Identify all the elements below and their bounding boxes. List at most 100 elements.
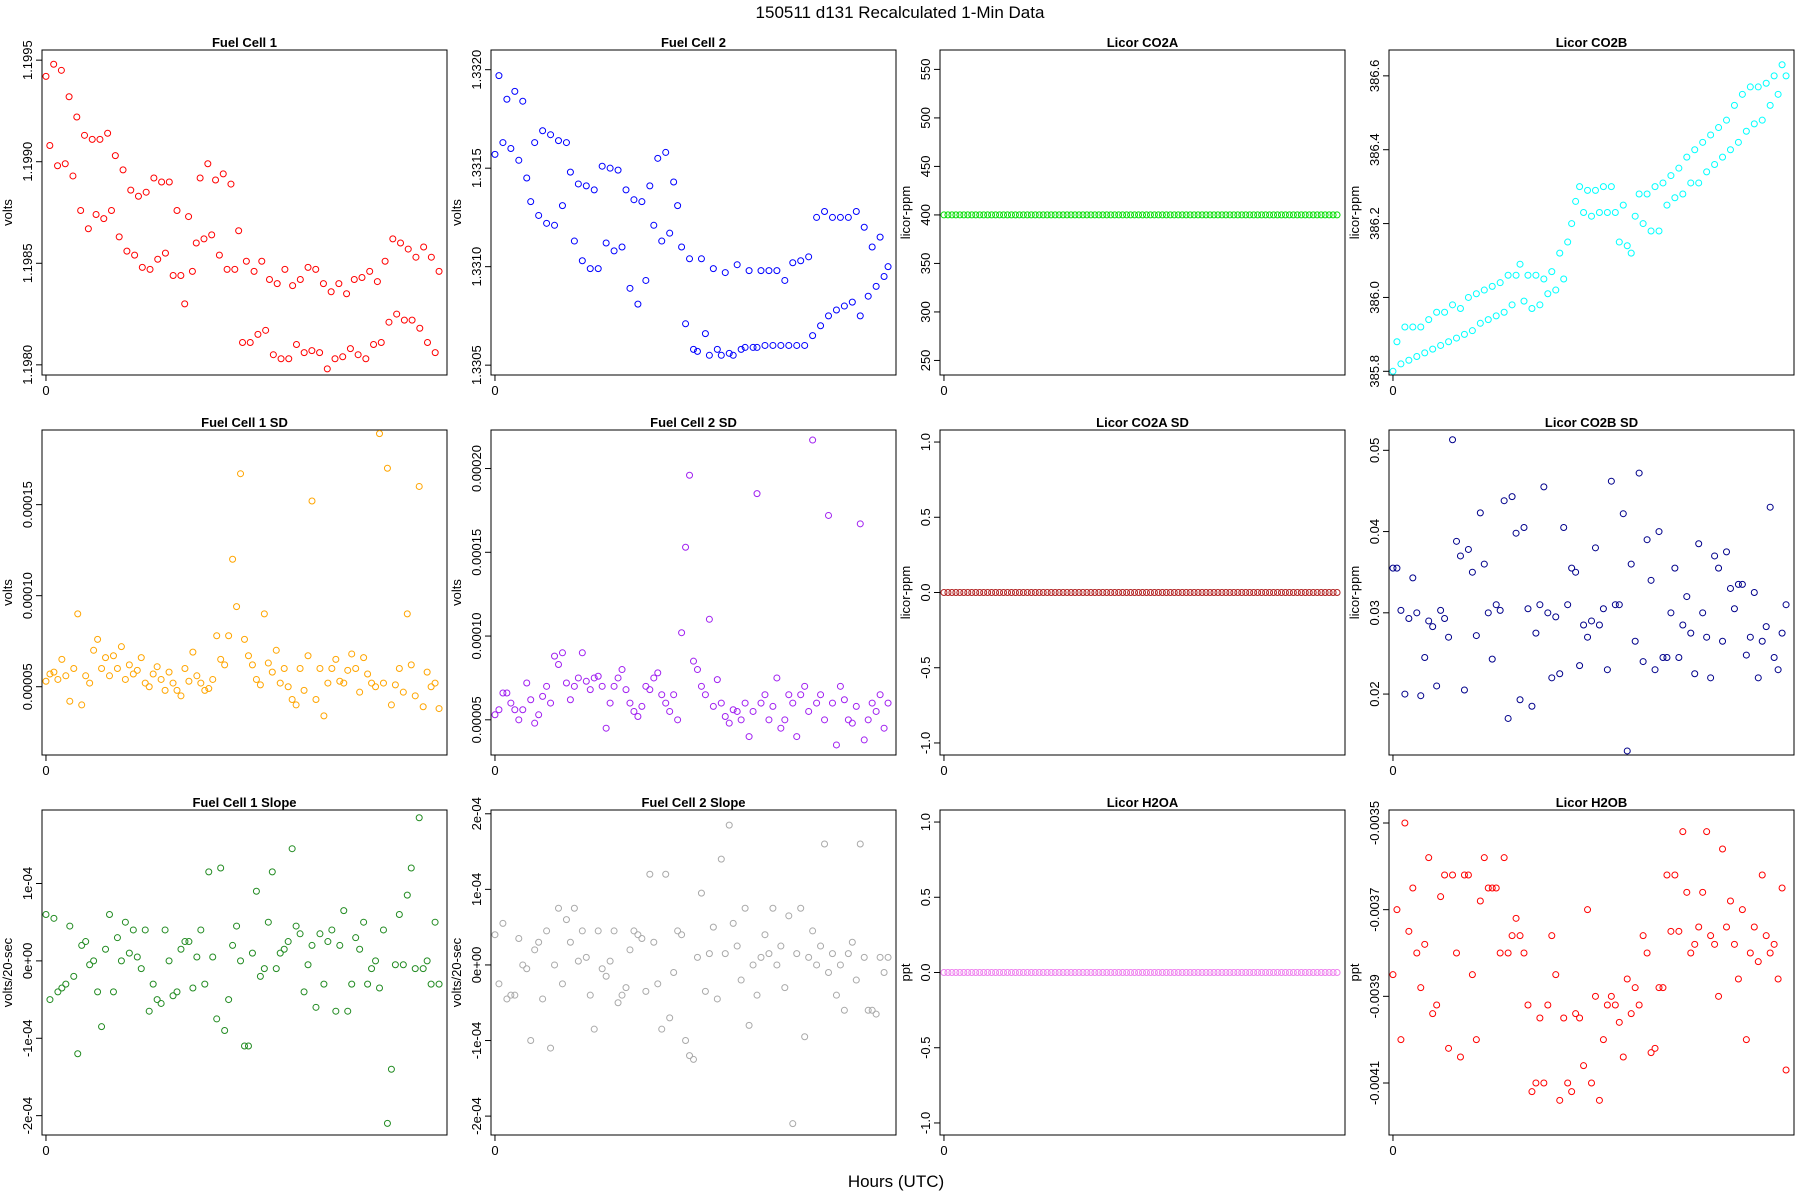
y-tick-label: 0e+00 — [469, 947, 484, 984]
data-point — [856, 312, 864, 320]
data-point — [821, 716, 829, 724]
data-point — [1460, 330, 1468, 338]
data-point — [1131, 969, 1139, 976]
data-point — [145, 683, 153, 691]
data-point — [511, 706, 519, 714]
data-point — [1091, 969, 1099, 976]
data-point — [1234, 589, 1242, 596]
data-point — [618, 991, 626, 999]
data-point — [1107, 969, 1115, 976]
data-point — [173, 988, 181, 996]
data-point — [1095, 589, 1103, 596]
data-point — [1115, 211, 1123, 219]
data-point — [836, 682, 844, 690]
data-point — [495, 980, 503, 988]
y-tick-label: 0.03 — [1367, 600, 1382, 625]
data-point — [185, 213, 193, 221]
data-point — [1031, 969, 1039, 976]
data-point — [1707, 674, 1715, 682]
data-point — [1476, 319, 1484, 327]
data-point — [150, 174, 158, 182]
data-point — [1158, 589, 1166, 596]
data-point — [213, 632, 221, 640]
data-point — [423, 957, 431, 965]
data-point — [1277, 969, 1285, 976]
data-point — [1135, 211, 1143, 219]
y-tick-label: 1.1995 — [20, 40, 35, 80]
data-point — [1007, 211, 1015, 219]
data-point — [312, 695, 320, 703]
data-point — [638, 198, 646, 206]
data-point — [1504, 714, 1512, 722]
data-point — [813, 213, 821, 221]
data-point — [1730, 101, 1738, 109]
data-point — [1572, 197, 1580, 205]
data-point — [1742, 1036, 1750, 1044]
data-point — [1460, 871, 1468, 879]
data-point — [801, 341, 809, 349]
data-point — [1437, 606, 1445, 614]
data-point — [1214, 211, 1222, 219]
y-axis-label: volts — [0, 579, 15, 606]
data-point — [1417, 984, 1425, 992]
data-point — [312, 1003, 320, 1011]
data-point — [828, 699, 836, 707]
data-point — [1190, 211, 1198, 219]
data-point — [1166, 589, 1174, 596]
data-point — [1433, 682, 1441, 690]
data-point — [1619, 1053, 1627, 1061]
data-point — [1413, 949, 1421, 957]
data-point — [840, 1006, 848, 1014]
y-tick-label: -1e-04 — [20, 1019, 35, 1057]
data-point — [701, 330, 709, 338]
data-point — [972, 211, 980, 219]
data-point — [1142, 589, 1150, 596]
data-point — [320, 980, 328, 988]
data-point — [431, 679, 439, 687]
data-point — [393, 310, 401, 318]
data-point — [348, 980, 356, 988]
data-point — [397, 239, 405, 247]
data-point — [1516, 932, 1524, 940]
data-point — [427, 980, 435, 988]
data-point — [235, 227, 243, 235]
data-point — [678, 243, 686, 251]
data-point — [844, 716, 852, 724]
data-point — [1540, 1079, 1548, 1087]
data-point — [662, 148, 670, 156]
data-point — [543, 219, 551, 227]
data-point — [650, 674, 658, 682]
data-point — [1453, 537, 1460, 545]
data-point — [1186, 589, 1194, 596]
data-point — [331, 355, 339, 363]
data-point — [1000, 969, 1008, 976]
data-point — [725, 821, 733, 829]
data-point — [1580, 621, 1588, 629]
data-point — [1011, 969, 1019, 976]
data-point — [1500, 497, 1508, 505]
data-point — [84, 225, 92, 233]
data-point — [372, 957, 380, 965]
data-point — [376, 984, 383, 992]
data-point — [1520, 949, 1528, 957]
data-point — [1659, 984, 1667, 992]
data-point — [1675, 654, 1683, 661]
data-point — [952, 211, 960, 219]
data-point — [435, 705, 443, 713]
data-point — [90, 646, 98, 654]
y-tick-label: 0.00015 — [469, 529, 484, 576]
panel-fuel-cell-2-sd: Fuel Cell 2 SD volts 0.00005 0.00010 0.00015… — [449, 415, 897, 778]
data-point — [952, 589, 960, 596]
data-point — [777, 341, 785, 349]
data-point — [1512, 529, 1520, 537]
data-point — [1730, 940, 1738, 948]
data-point — [109, 988, 117, 996]
y-tick-label: 0.04 — [1367, 519, 1382, 544]
data-point — [1190, 589, 1198, 596]
data-point — [996, 969, 1004, 976]
data-point — [185, 677, 193, 685]
data-point — [1734, 138, 1742, 146]
data-point — [948, 969, 956, 976]
data-point — [773, 674, 781, 682]
data-point — [864, 716, 872, 724]
